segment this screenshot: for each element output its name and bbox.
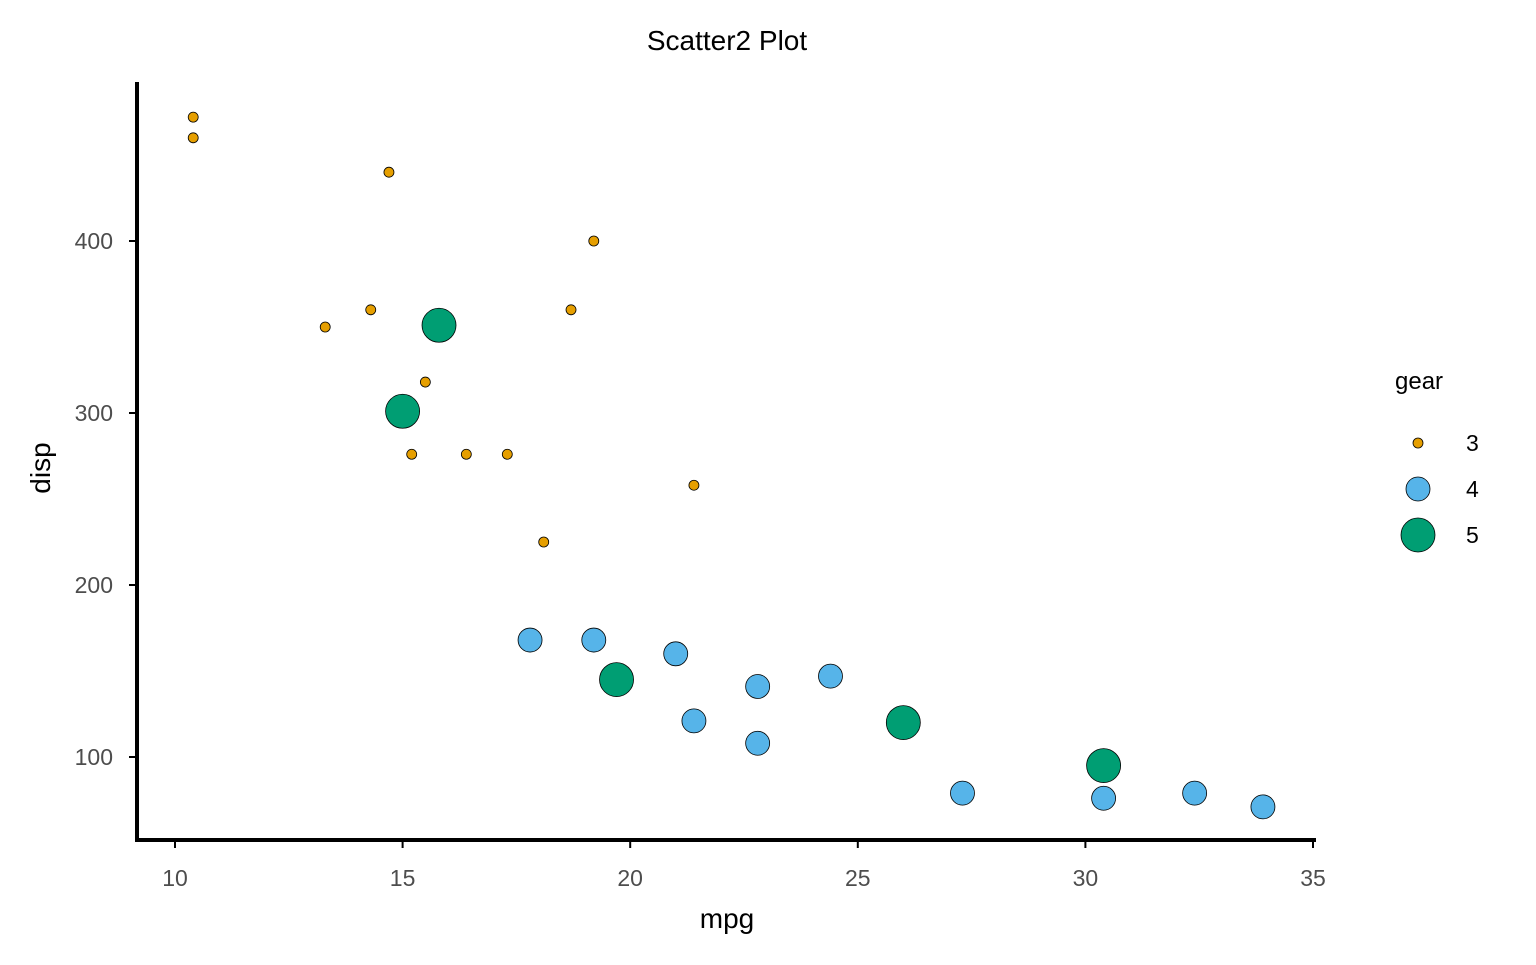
data-point-gear-4 xyxy=(950,780,975,806)
data-point-gear-3 xyxy=(588,235,600,247)
data-point-gear-5 xyxy=(385,393,421,429)
legend-key-gear-4 xyxy=(1405,476,1431,502)
data-point-gear-3 xyxy=(383,166,395,178)
data-point-gear-4 xyxy=(1250,794,1276,820)
data-point-gear-3 xyxy=(501,448,513,460)
y-tick-label: 300 xyxy=(75,400,113,426)
data-point-gear-3 xyxy=(460,448,472,460)
y-axis-title: disp xyxy=(25,442,56,493)
x-tick-label: 15 xyxy=(390,865,416,891)
data-point-gear-5 xyxy=(599,662,634,697)
data-point-gear-4 xyxy=(1182,780,1208,806)
data-point-gear-4 xyxy=(745,674,771,699)
data-point-gear-4 xyxy=(681,708,707,734)
data-point-gear-5 xyxy=(885,705,921,740)
legend-key-gear-5 xyxy=(1400,517,1436,553)
data-point-gear-3 xyxy=(365,304,377,316)
legend-key-gear-3 xyxy=(1412,437,1424,449)
data-point-gear-3 xyxy=(565,304,577,316)
chart-title: Scatter2 Plot xyxy=(647,25,808,56)
x-tick-label: 35 xyxy=(1300,865,1326,891)
y-tick-label: 200 xyxy=(75,572,113,598)
y-tick-label: 100 xyxy=(75,744,113,770)
plot-area xyxy=(187,111,1276,820)
x-tick-label: 10 xyxy=(162,865,188,891)
x-axis-title: mpg xyxy=(700,903,754,934)
y-axis-ticks: 100 200 300 400 xyxy=(75,228,137,770)
legend-entries: 3 4 5 xyxy=(1400,430,1479,553)
data-point-gear-4 xyxy=(581,627,607,653)
legend-label-gear-3: 3 xyxy=(1466,430,1479,456)
legend-title: gear xyxy=(1395,368,1443,395)
x-tick-label: 30 xyxy=(1073,865,1099,891)
data-point-gear-3 xyxy=(419,376,431,388)
y-tick-label: 400 xyxy=(75,228,113,254)
x-tick-label: 25 xyxy=(845,865,871,891)
data-point-gear-3 xyxy=(538,536,550,548)
data-point-gear-5 xyxy=(421,307,457,343)
data-point-gear-4 xyxy=(1091,785,1117,811)
data-point-gear-3 xyxy=(406,448,418,460)
data-point-gear-4 xyxy=(745,730,771,756)
data-point-gear-3 xyxy=(187,132,199,144)
data-point-gear-3 xyxy=(187,111,199,123)
data-point-gear-5 xyxy=(1086,748,1122,783)
data-point-gear-3 xyxy=(319,321,331,333)
legend: gear 3 4 5 xyxy=(1395,368,1479,553)
x-axis-ticks: 10 15 20 25 30 35 xyxy=(162,840,1326,891)
data-point-gear-4 xyxy=(818,663,843,689)
data-point-gear-4 xyxy=(517,627,543,653)
legend-label-gear-5: 5 xyxy=(1466,522,1479,548)
data-point-gear-3 xyxy=(688,479,700,491)
x-tick-label: 20 xyxy=(617,865,643,891)
data-point-gear-4 xyxy=(663,641,689,667)
legend-label-gear-4: 4 xyxy=(1466,476,1479,502)
